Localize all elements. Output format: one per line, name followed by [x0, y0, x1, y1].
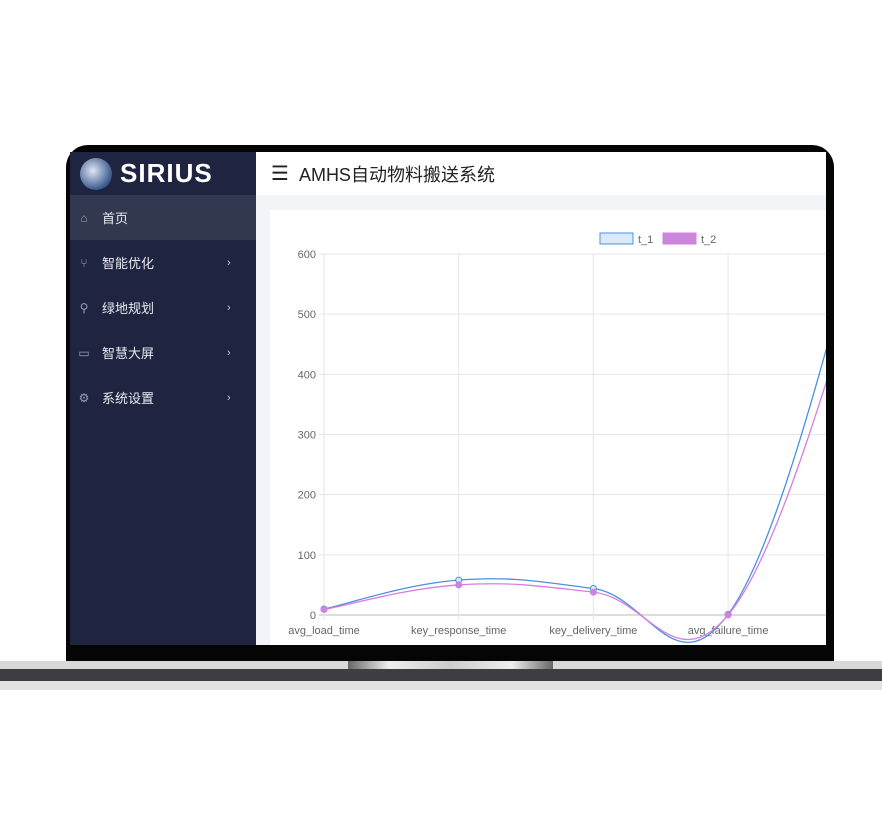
chart-card — [270, 210, 826, 645]
y-tick-label: 600 — [298, 249, 316, 261]
y-tick-label: 100 — [298, 550, 316, 562]
home-icon: ⌂ — [80, 210, 88, 225]
logo-text: SIRIUS — [120, 158, 213, 188]
y-tick-label: 0 — [310, 610, 316, 622]
sidebar-item-dashboard[interactable]: ▭ 智慧大屏 › — [70, 330, 256, 375]
hamburger-icon[interactable]: ☰ — [271, 163, 289, 185]
wolf-logo-icon — [80, 157, 112, 190]
sidebar: SIRIUS ⌂ 首页 ⑂ 智能优化 › ⚲ 绿地规划 › ▭ 智慧大屏 › ⚙ 系统设置 › — [70, 152, 256, 645]
laptop-base-bottom — [0, 681, 882, 690]
legend-swatch — [599, 232, 634, 245]
sidebar-item-label: 首页 — [102, 211, 129, 226]
x-tick-label: avg_failure_time — [688, 625, 769, 637]
logo[interactable]: SIRIUS — [70, 152, 256, 195]
y-tick-label: 300 — [298, 430, 316, 442]
data-point — [724, 611, 732, 619]
chevron-right-icon: › — [227, 256, 231, 269]
sidebar-item-label: 智能优化 — [102, 256, 155, 271]
sidebar-item-label: 系统设置 — [102, 391, 155, 406]
series-line-t_2 — [323, 380, 826, 641]
gear-icon: ⚙ — [78, 390, 90, 405]
header: ☰ AMHS自动物料搬送系统 — [256, 152, 826, 195]
y-tick-label: 400 — [298, 369, 316, 381]
chevron-right-icon: › — [227, 346, 231, 359]
page-title: AMHS自动物料搬送系统 — [298, 164, 495, 185]
y-tick-label: 200 — [298, 490, 316, 502]
sidebar-item-home[interactable]: ⌂ 首页 — [70, 195, 256, 240]
sidebar-item-planning[interactable]: ⚲ 绿地规划 › — [70, 285, 256, 330]
data-point — [455, 581, 463, 589]
legend-label: t_1 — [638, 234, 653, 246]
legend-swatch — [662, 232, 697, 245]
app-screen: SIRIUS ⌂ 首页 ⑂ 智能优化 › ⚲ 绿地规划 › ▭ 智慧大屏 › ⚙ 系统设置 › ☰… — [70, 152, 826, 645]
chevron-right-icon: › — [227, 391, 231, 404]
sidebar-item-label: 智慧大屏 — [102, 346, 155, 361]
pull-request-icon: ⚲ — [79, 300, 89, 315]
chevron-right-icon: › — [227, 301, 231, 314]
x-tick-label: key_response_time — [411, 625, 506, 637]
sidebar-item-settings[interactable]: ⚙ 系统设置 › — [70, 375, 256, 420]
sidebar-item-optimize[interactable]: ⑂ 智能优化 › — [70, 240, 256, 285]
legend-label: t_2 — [701, 234, 716, 246]
monitor-icon: ▭ — [78, 345, 90, 360]
x-tick-label: key_delivery_time — [549, 625, 637, 637]
line-chart: 0 100 200 300 400 500 600 avg_load_time key_resp… — [288, 232, 826, 643]
laptop-notch — [348, 661, 553, 669]
y-tick-label: 500 — [298, 309, 316, 321]
sidebar-item-label: 绿地规划 — [102, 301, 155, 316]
branch-icon: ⑂ — [80, 255, 88, 270]
data-point — [320, 606, 328, 614]
data-point — [589, 588, 597, 596]
laptop-base-edge — [0, 669, 882, 681]
x-tick-label: avg_load_time — [288, 625, 360, 637]
